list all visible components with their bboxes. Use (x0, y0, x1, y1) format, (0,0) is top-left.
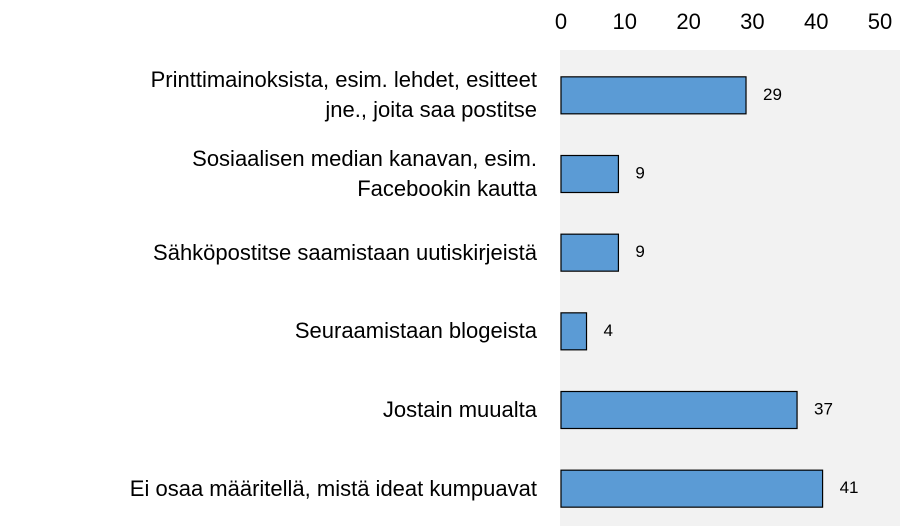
x-tick-label: 10 (613, 9, 637, 34)
x-tick-label: 20 (676, 9, 700, 34)
category-label: Seuraamistaan blogeista (294, 318, 537, 344)
bar (560, 390, 798, 430)
x-tick-label: 40 (804, 9, 828, 34)
category-label: Ei osaa määritellä, mistä ideat kumpuava… (129, 475, 537, 501)
category-label: Sosiaalisen median kanavan, esim. Facebo… (192, 146, 537, 201)
category-label: Sähköpostitse saamistaan uutiskirjeistä (153, 239, 537, 265)
value-label: 29 (763, 85, 782, 104)
bar (560, 312, 588, 351)
value-label: 9 (635, 163, 644, 182)
value-label: 4 (604, 321, 613, 340)
category-label: Printtimainoksista, esim. lehdet, esitte… (150, 67, 537, 123)
plot-area (560, 50, 900, 526)
category-label: Jostain muualta (382, 397, 537, 422)
bar (560, 469, 824, 508)
value-label: 37 (814, 399, 833, 418)
x-tick-label: 0 (555, 9, 567, 34)
value-label: 41 (840, 478, 859, 497)
bar (560, 154, 620, 194)
bar (560, 233, 620, 272)
bar (560, 76, 747, 115)
x-tick-label: 50 (868, 9, 892, 34)
value-label: 9 (635, 242, 644, 261)
x-tick-label: 30 (740, 9, 764, 34)
